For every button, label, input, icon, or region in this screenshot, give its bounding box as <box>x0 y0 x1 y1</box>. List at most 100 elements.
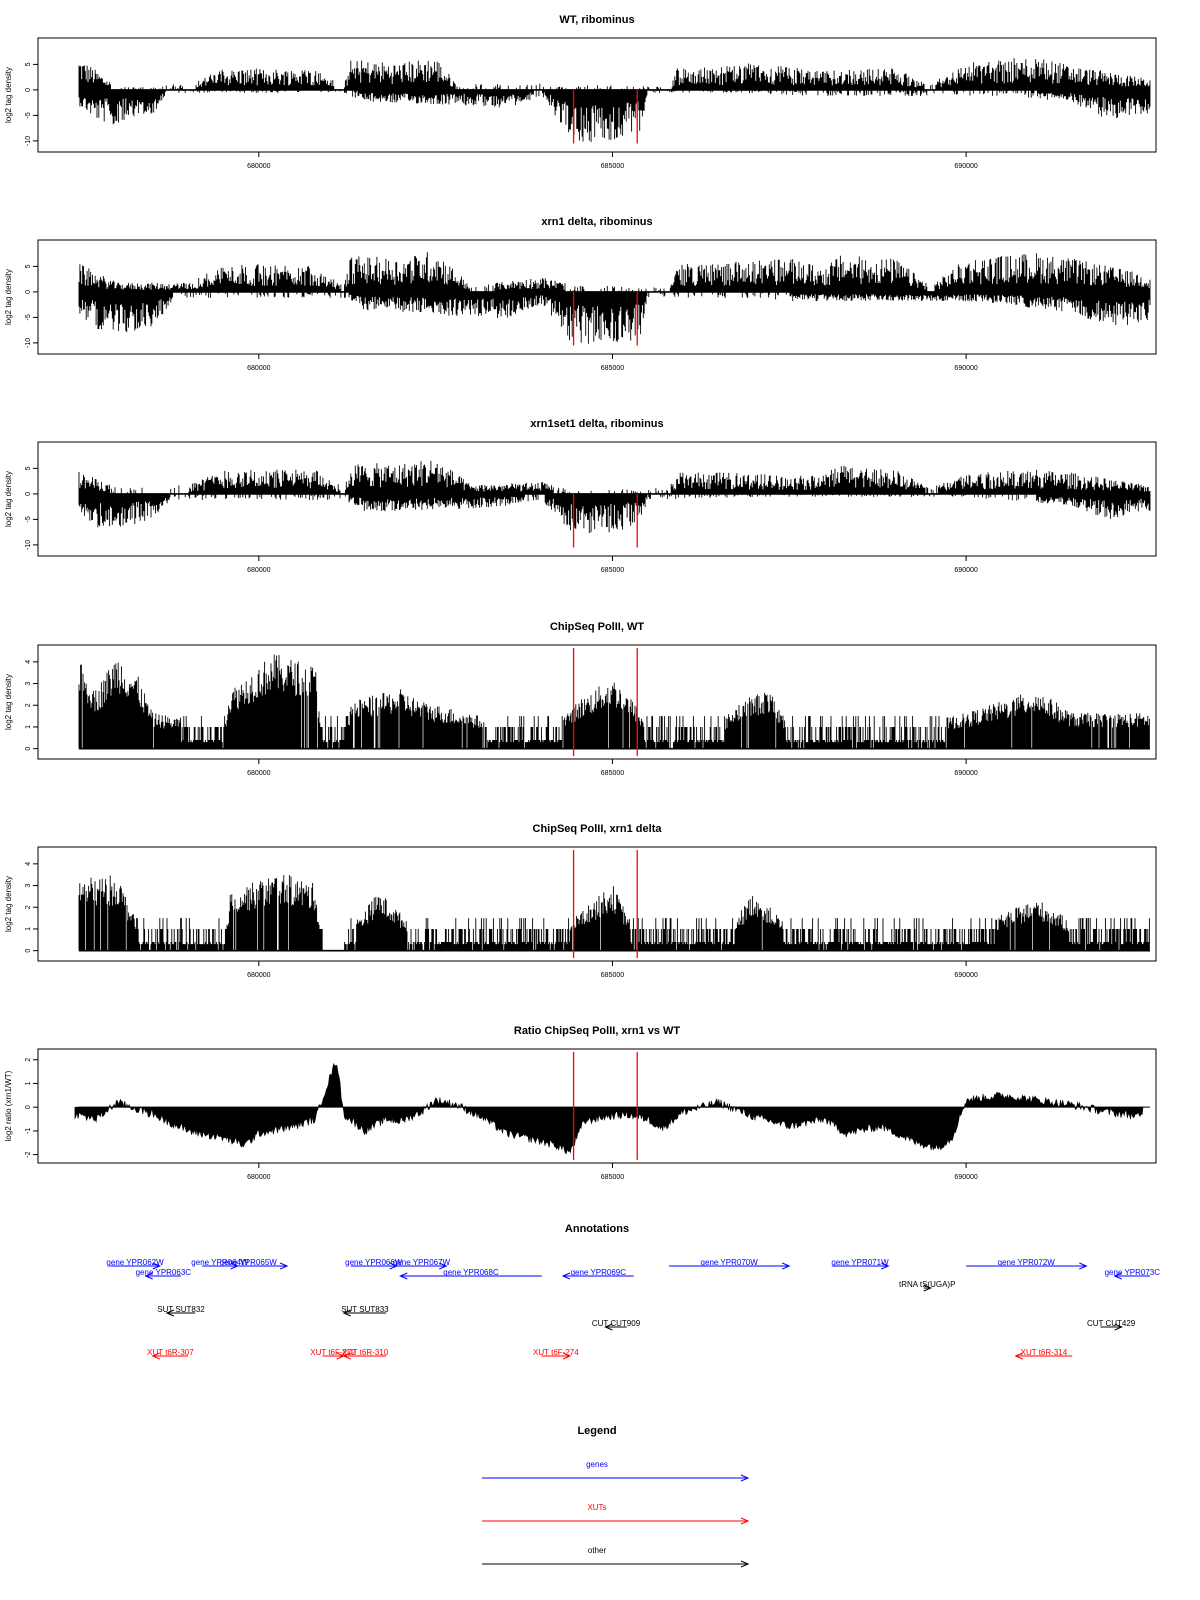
panel-title: ChipSeq PolII, WT <box>550 621 644 633</box>
x-tick-label: 685000 <box>601 770 624 777</box>
y-tick-label: 4 <box>25 660 32 664</box>
x-tick-label: 690000 <box>954 365 977 372</box>
feature-label: SUT SUT832 <box>157 1305 205 1314</box>
feature-label: SUT SUT833 <box>341 1305 389 1314</box>
y-tick-label: 0 <box>25 290 32 294</box>
y-axis-label: log2 ratio (xrn1/WT) <box>4 1070 13 1141</box>
arrowhead <box>562 1352 572 1360</box>
annotation-feature: gene YPR071W <box>831 1258 890 1270</box>
y-tick-label: -5 <box>25 516 32 522</box>
feature-label: gene YPR070W <box>701 1258 759 1267</box>
signal-track <box>78 460 1151 534</box>
y-tick-label: -5 <box>25 112 32 118</box>
panel-1: WT, ribominus log2 tag density -10 -5 0 5 6800… <box>4 14 1157 170</box>
panel-title: WT, ribominus <box>559 14 634 26</box>
arrowhead <box>740 1560 750 1568</box>
panel-3: xrn1set1 delta, ribominus log2 tag densit… <box>4 418 1157 574</box>
arrowhead <box>144 1272 153 1280</box>
annotation-feature: SUT SUT833 <box>341 1305 389 1317</box>
y-tick-label: 0 <box>25 88 32 92</box>
annotation-feature: CUT CUT909 <box>592 1319 641 1331</box>
y-tick-label: 0 <box>25 1105 32 1109</box>
feature-label: gene YPR072W <box>998 1258 1056 1267</box>
arrowhead <box>279 1262 289 1270</box>
arrowhead <box>342 1309 351 1317</box>
feature-label: gene YPR073C <box>1105 1268 1161 1277</box>
plot-frame <box>37 846 1157 962</box>
arrowhead <box>782 1262 791 1270</box>
feature-label: gene YPR071W <box>831 1258 889 1267</box>
feature-label: gene YPR063C <box>136 1268 192 1277</box>
y-tick-label: 3 <box>25 884 32 888</box>
annotation-feature: tRNA tS(UGA)P <box>899 1280 955 1292</box>
y-tick-label: 1 <box>25 927 32 931</box>
y-axis-label: log2 tag density <box>4 876 13 932</box>
minus-strand-bars <box>78 89 1151 143</box>
x-tick-label: 690000 <box>954 163 977 170</box>
arrowhead <box>342 1352 351 1360</box>
arrowhead <box>740 1517 750 1525</box>
ratio-area <box>74 1062 1144 1155</box>
signal-track <box>78 58 1151 143</box>
annotation-feature: gene YPR068C <box>399 1268 542 1280</box>
x-tick-label: 685000 <box>601 1174 624 1181</box>
feature-label: gene YPR064W <box>191 1258 249 1267</box>
signal-track <box>78 875 1150 952</box>
y-tick-label: 0 <box>25 747 32 751</box>
feature-label: XUT t6F-274 <box>533 1348 579 1357</box>
x-tick-label: 680000 <box>247 567 270 574</box>
arrowhead <box>399 1272 408 1280</box>
annotation-feature: gene YPR065W <box>209 1258 289 1270</box>
annotation-feature: XUT t6R-314 <box>1014 1348 1073 1360</box>
annotation-feature: gene YPR070W <box>669 1258 791 1270</box>
arrowhead <box>1079 1262 1088 1270</box>
x-tick-label: 685000 <box>601 567 624 574</box>
arrowhead <box>1014 1352 1023 1360</box>
feature-label: gene YPR068C <box>443 1268 499 1277</box>
minus-strand-bars <box>78 291 1151 344</box>
plot-frame <box>37 644 1157 760</box>
feature-label: CUT CUT429 <box>1087 1319 1136 1328</box>
y-tick-label: 0 <box>25 492 32 496</box>
annotation-feature: SUT SUT832 <box>157 1305 205 1317</box>
arrowhead <box>165 1309 175 1317</box>
panel-2: xrn1 delta, ribominus log2 tag density -10… <box>4 216 1157 372</box>
plus-strand-bars <box>78 654 1150 749</box>
x-tick-label: 680000 <box>247 972 270 979</box>
feature-label: XUT t6F-272 <box>310 1348 356 1357</box>
feature-label: CUT CUT909 <box>592 1319 641 1328</box>
plus-strand-bars <box>78 875 1150 951</box>
arrowhead <box>923 1284 933 1292</box>
arrowhead <box>151 1352 160 1360</box>
x-tick-label: 680000 <box>247 1174 270 1181</box>
legend-item-label: XUTs <box>587 1503 606 1512</box>
y-axis-label: log2 tag density <box>4 269 13 325</box>
signal-track <box>78 654 1150 750</box>
arrowhead <box>1113 1272 1122 1280</box>
annotation-feature: gene YPR069C <box>561 1268 634 1280</box>
y-tick-label: 2 <box>25 905 32 909</box>
plot-frame <box>37 1048 1157 1164</box>
plot-frame <box>37 441 1157 557</box>
feature-label: XUT t6R-314 <box>1021 1348 1068 1357</box>
feature-label: XUT t6R-310 <box>342 1348 389 1357</box>
y-axis-label: log2 tag density <box>4 674 13 730</box>
arrowhead <box>604 1323 613 1331</box>
y-axis-label: log2 tag density <box>4 471 13 527</box>
arrowhead <box>1114 1323 1123 1331</box>
panel-title: ChipSeq PolII, xrn1 delta <box>533 823 663 835</box>
feature-label: gene YPR065W <box>220 1258 278 1267</box>
annotations-title: Annotations <box>565 1223 629 1235</box>
feature-label: gene YPR069C <box>571 1268 627 1277</box>
panel-5: ChipSeq PolII, xrn1 delta log2 tag densit… <box>4 823 1157 979</box>
feature-label: gene YPR067W <box>393 1258 451 1267</box>
x-tick-label: 690000 <box>954 1174 977 1181</box>
y-tick-label: 3 <box>25 682 32 686</box>
y-tick-label: -2 <box>25 1151 32 1157</box>
signal-track <box>74 1062 1150 1155</box>
annotation-feature: XUT t6R-310 <box>342 1348 389 1360</box>
panel-title: xrn1 delta, ribominus <box>541 216 652 228</box>
panel-6: Ratio ChipSeq PolII, xrn1 vs WT log2 rati… <box>4 1025 1157 1181</box>
